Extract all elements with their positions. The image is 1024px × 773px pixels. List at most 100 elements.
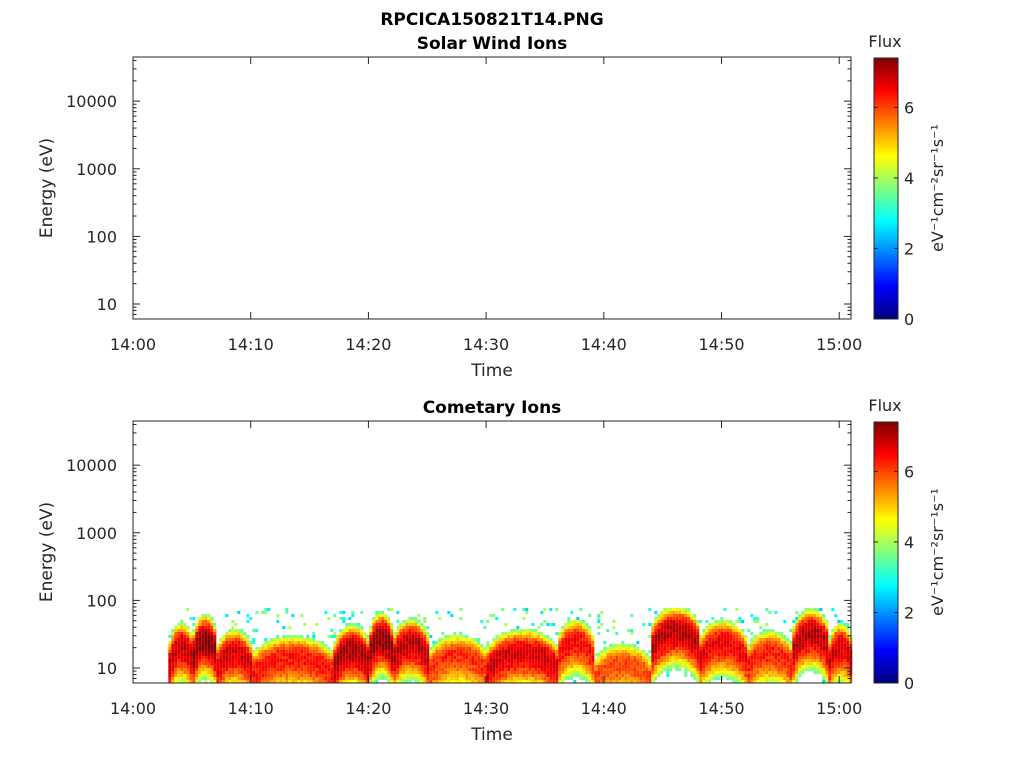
heatmap-cell xyxy=(657,632,661,635)
heatmap-cell xyxy=(669,623,673,626)
heatmap-cell xyxy=(723,647,727,650)
heatmap-cell xyxy=(201,650,205,653)
heatmap-cell xyxy=(342,620,346,623)
heatmap-cell xyxy=(714,644,718,647)
heatmap-cell xyxy=(696,629,700,632)
heatmap-cell xyxy=(588,644,592,647)
heatmap-cell xyxy=(321,680,325,683)
heatmap-cell xyxy=(279,653,283,656)
heatmap-cell xyxy=(438,641,442,644)
heatmap-cell xyxy=(510,641,514,644)
heatmap-cell xyxy=(609,680,613,683)
heatmap-cell xyxy=(447,674,451,677)
heatmap-cell xyxy=(603,647,607,650)
heatmap-cell xyxy=(201,665,205,668)
heatmap-cell xyxy=(537,674,541,677)
heatmap-cell xyxy=(327,671,331,674)
heatmap-cell xyxy=(726,671,730,674)
heatmap-cell xyxy=(735,659,739,662)
heatmap-cell xyxy=(459,665,463,668)
heatmap-cell xyxy=(234,647,238,650)
heatmap-cell xyxy=(207,662,211,665)
heatmap-cell xyxy=(387,674,391,677)
heatmap-cell xyxy=(399,671,403,674)
heatmap-cell xyxy=(558,644,562,647)
heatmap-cell xyxy=(558,647,562,650)
heatmap-cell xyxy=(573,635,577,638)
heatmap-cell xyxy=(663,629,667,632)
heatmap-cell xyxy=(336,680,340,683)
heatmap-cell xyxy=(663,638,667,641)
heatmap-cell xyxy=(207,653,211,656)
heatmap-cell xyxy=(561,662,565,665)
heatmap-cell xyxy=(405,659,409,662)
heatmap-cell xyxy=(186,629,190,632)
heatmap-cell xyxy=(753,647,757,650)
heatmap-cell xyxy=(732,662,736,665)
heatmap-cell xyxy=(402,620,406,623)
heatmap-cell xyxy=(336,644,340,647)
heatmap-cell xyxy=(456,674,460,677)
heatmap-cell xyxy=(360,611,364,614)
heatmap-cell xyxy=(573,620,577,623)
heatmap-cell xyxy=(606,662,610,665)
heatmap-cell xyxy=(168,662,172,665)
heatmap-cell xyxy=(819,632,823,635)
heatmap-cell xyxy=(486,671,490,674)
heatmap-cell xyxy=(255,677,259,680)
heatmap-cell xyxy=(405,626,409,629)
heatmap-cell xyxy=(555,662,559,665)
heatmap-cell xyxy=(378,620,382,623)
heatmap-cell xyxy=(279,644,283,647)
heatmap-cell xyxy=(765,662,769,665)
heatmap-cell xyxy=(459,671,463,674)
heatmap-cell xyxy=(540,677,544,680)
heatmap-cell xyxy=(411,677,415,680)
heatmap-cell xyxy=(432,653,436,656)
heatmap-cell xyxy=(396,641,400,644)
heatmap-cell xyxy=(171,668,175,671)
heatmap-cell xyxy=(456,656,460,659)
heatmap-cell xyxy=(399,641,403,644)
heatmap-cell xyxy=(210,623,214,626)
heatmap-cell xyxy=(819,617,823,620)
heatmap-cell xyxy=(558,671,562,674)
heatmap-cell xyxy=(402,659,406,662)
heatmap-cell xyxy=(720,668,724,671)
heatmap-cell xyxy=(714,620,718,623)
heatmap-cell xyxy=(477,641,481,644)
heatmap-cell xyxy=(537,626,541,629)
heatmap-cell xyxy=(609,671,613,674)
heatmap-cell xyxy=(624,671,628,674)
heatmap-cell xyxy=(327,650,331,653)
heatmap-cell xyxy=(639,659,643,662)
heatmap-cell xyxy=(294,680,298,683)
heatmap-cell xyxy=(813,614,817,617)
heatmap-cell xyxy=(534,662,538,665)
heatmap-cell xyxy=(444,656,448,659)
heatmap-cell xyxy=(216,647,220,650)
heatmap-cell xyxy=(519,641,523,644)
heatmap-cell xyxy=(273,677,277,680)
heatmap-cell xyxy=(357,626,361,629)
heatmap-cell xyxy=(483,653,487,656)
heatmap-cell xyxy=(687,647,691,650)
heatmap-cell xyxy=(669,629,673,632)
heatmap-cell xyxy=(729,656,733,659)
heatmap-cell xyxy=(258,659,262,662)
heatmap-cell xyxy=(396,629,400,632)
heatmap-cell xyxy=(309,644,313,647)
heatmap-cell xyxy=(726,662,730,665)
heatmap-cell xyxy=(546,662,550,665)
heatmap-cell xyxy=(621,680,625,683)
heatmap-cell xyxy=(771,677,775,680)
heatmap-layer xyxy=(168,608,853,683)
heatmap-cell xyxy=(405,623,409,626)
heatmap-cell xyxy=(255,656,259,659)
heatmap-cell xyxy=(414,659,418,662)
heatmap-cell xyxy=(708,677,712,680)
heatmap-cell xyxy=(558,680,562,683)
heatmap-cell xyxy=(816,623,820,626)
heatmap-cell xyxy=(750,668,754,671)
